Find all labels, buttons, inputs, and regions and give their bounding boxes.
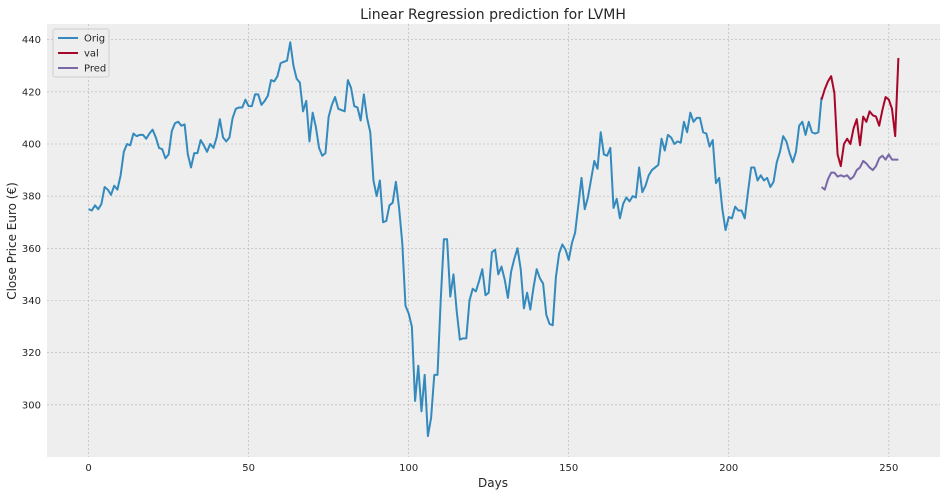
legend-box [52, 28, 110, 78]
x-tick-label: 100 [399, 463, 418, 474]
series-line-pred [820, 153, 899, 191]
series-line-val [820, 57, 900, 168]
x-tick-label: 250 [879, 463, 898, 474]
legend-label-orig: Orig [84, 34, 105, 45]
legend: Orig val Pred [52, 28, 110, 78]
y-axis-label: Close Price Euro (€) [5, 182, 19, 300]
x-tick-label: 150 [559, 463, 578, 474]
y-tick-label: 300 [22, 400, 41, 411]
plot-area [47, 24, 940, 457]
x-tick-label: 200 [719, 463, 738, 474]
series-line-orig [88, 41, 823, 438]
x-tick-label: 50 [242, 463, 255, 474]
y-tick-label: 400 [22, 139, 41, 150]
y-tick-label: 420 [22, 87, 41, 98]
y-tick-label: 380 [22, 192, 41, 203]
legend-label-val: val [84, 49, 99, 60]
x-axis-label: Days [478, 476, 508, 490]
y-tick-label: 440 [22, 35, 41, 46]
legend-label-pred: Pred [84, 64, 106, 75]
y-tick-label: 360 [22, 244, 41, 255]
chart-title: Linear Regression prediction for LVMH [360, 7, 626, 23]
x-tick-label: 0 [85, 463, 91, 474]
y-tick-label: 340 [22, 296, 41, 307]
y-tick-label: 320 [22, 348, 41, 359]
